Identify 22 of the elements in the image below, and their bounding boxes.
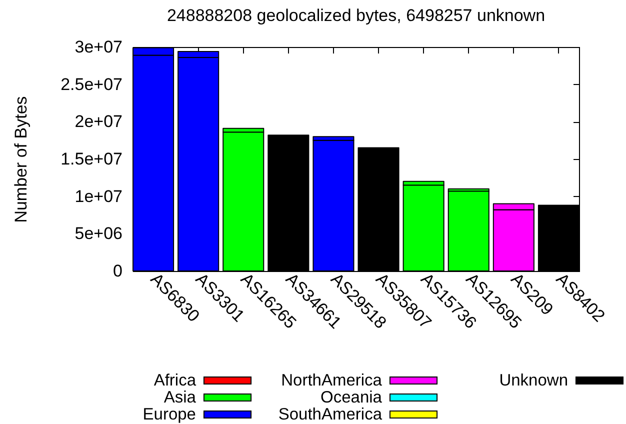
bar	[358, 147, 400, 272]
y-tick-label: 5e+06	[74, 224, 122, 244]
y-tick-label: 1e+07	[74, 186, 122, 206]
bar	[222, 132, 264, 272]
y-tick-label: 3e+07	[74, 38, 122, 56]
legend-label: Unknown	[499, 372, 568, 390]
y-axis-title: Number of Bytes	[12, 96, 31, 223]
legend-label: NorthAmerica	[281, 372, 383, 390]
legend-label: Asia	[164, 388, 197, 406]
bar	[402, 184, 444, 272]
bar	[448, 190, 490, 272]
y-tick-label: 2e+07	[74, 112, 122, 132]
legend-label: Europe	[142, 406, 196, 424]
bar	[312, 140, 354, 272]
chart-title: 248888208 geolocalized bytes, 6498257 unknown	[166, 6, 546, 25]
y-tick-label: 0	[113, 262, 122, 280]
bar	[268, 134, 310, 272]
y-tick-label: 1.5e+07	[60, 150, 122, 168]
y-tick-label: 2.5e+07	[60, 74, 122, 94]
legend-label: Oceania	[320, 388, 383, 406]
legend-label: Africa	[154, 372, 197, 390]
legend-label: SouthAmerica	[278, 406, 383, 424]
